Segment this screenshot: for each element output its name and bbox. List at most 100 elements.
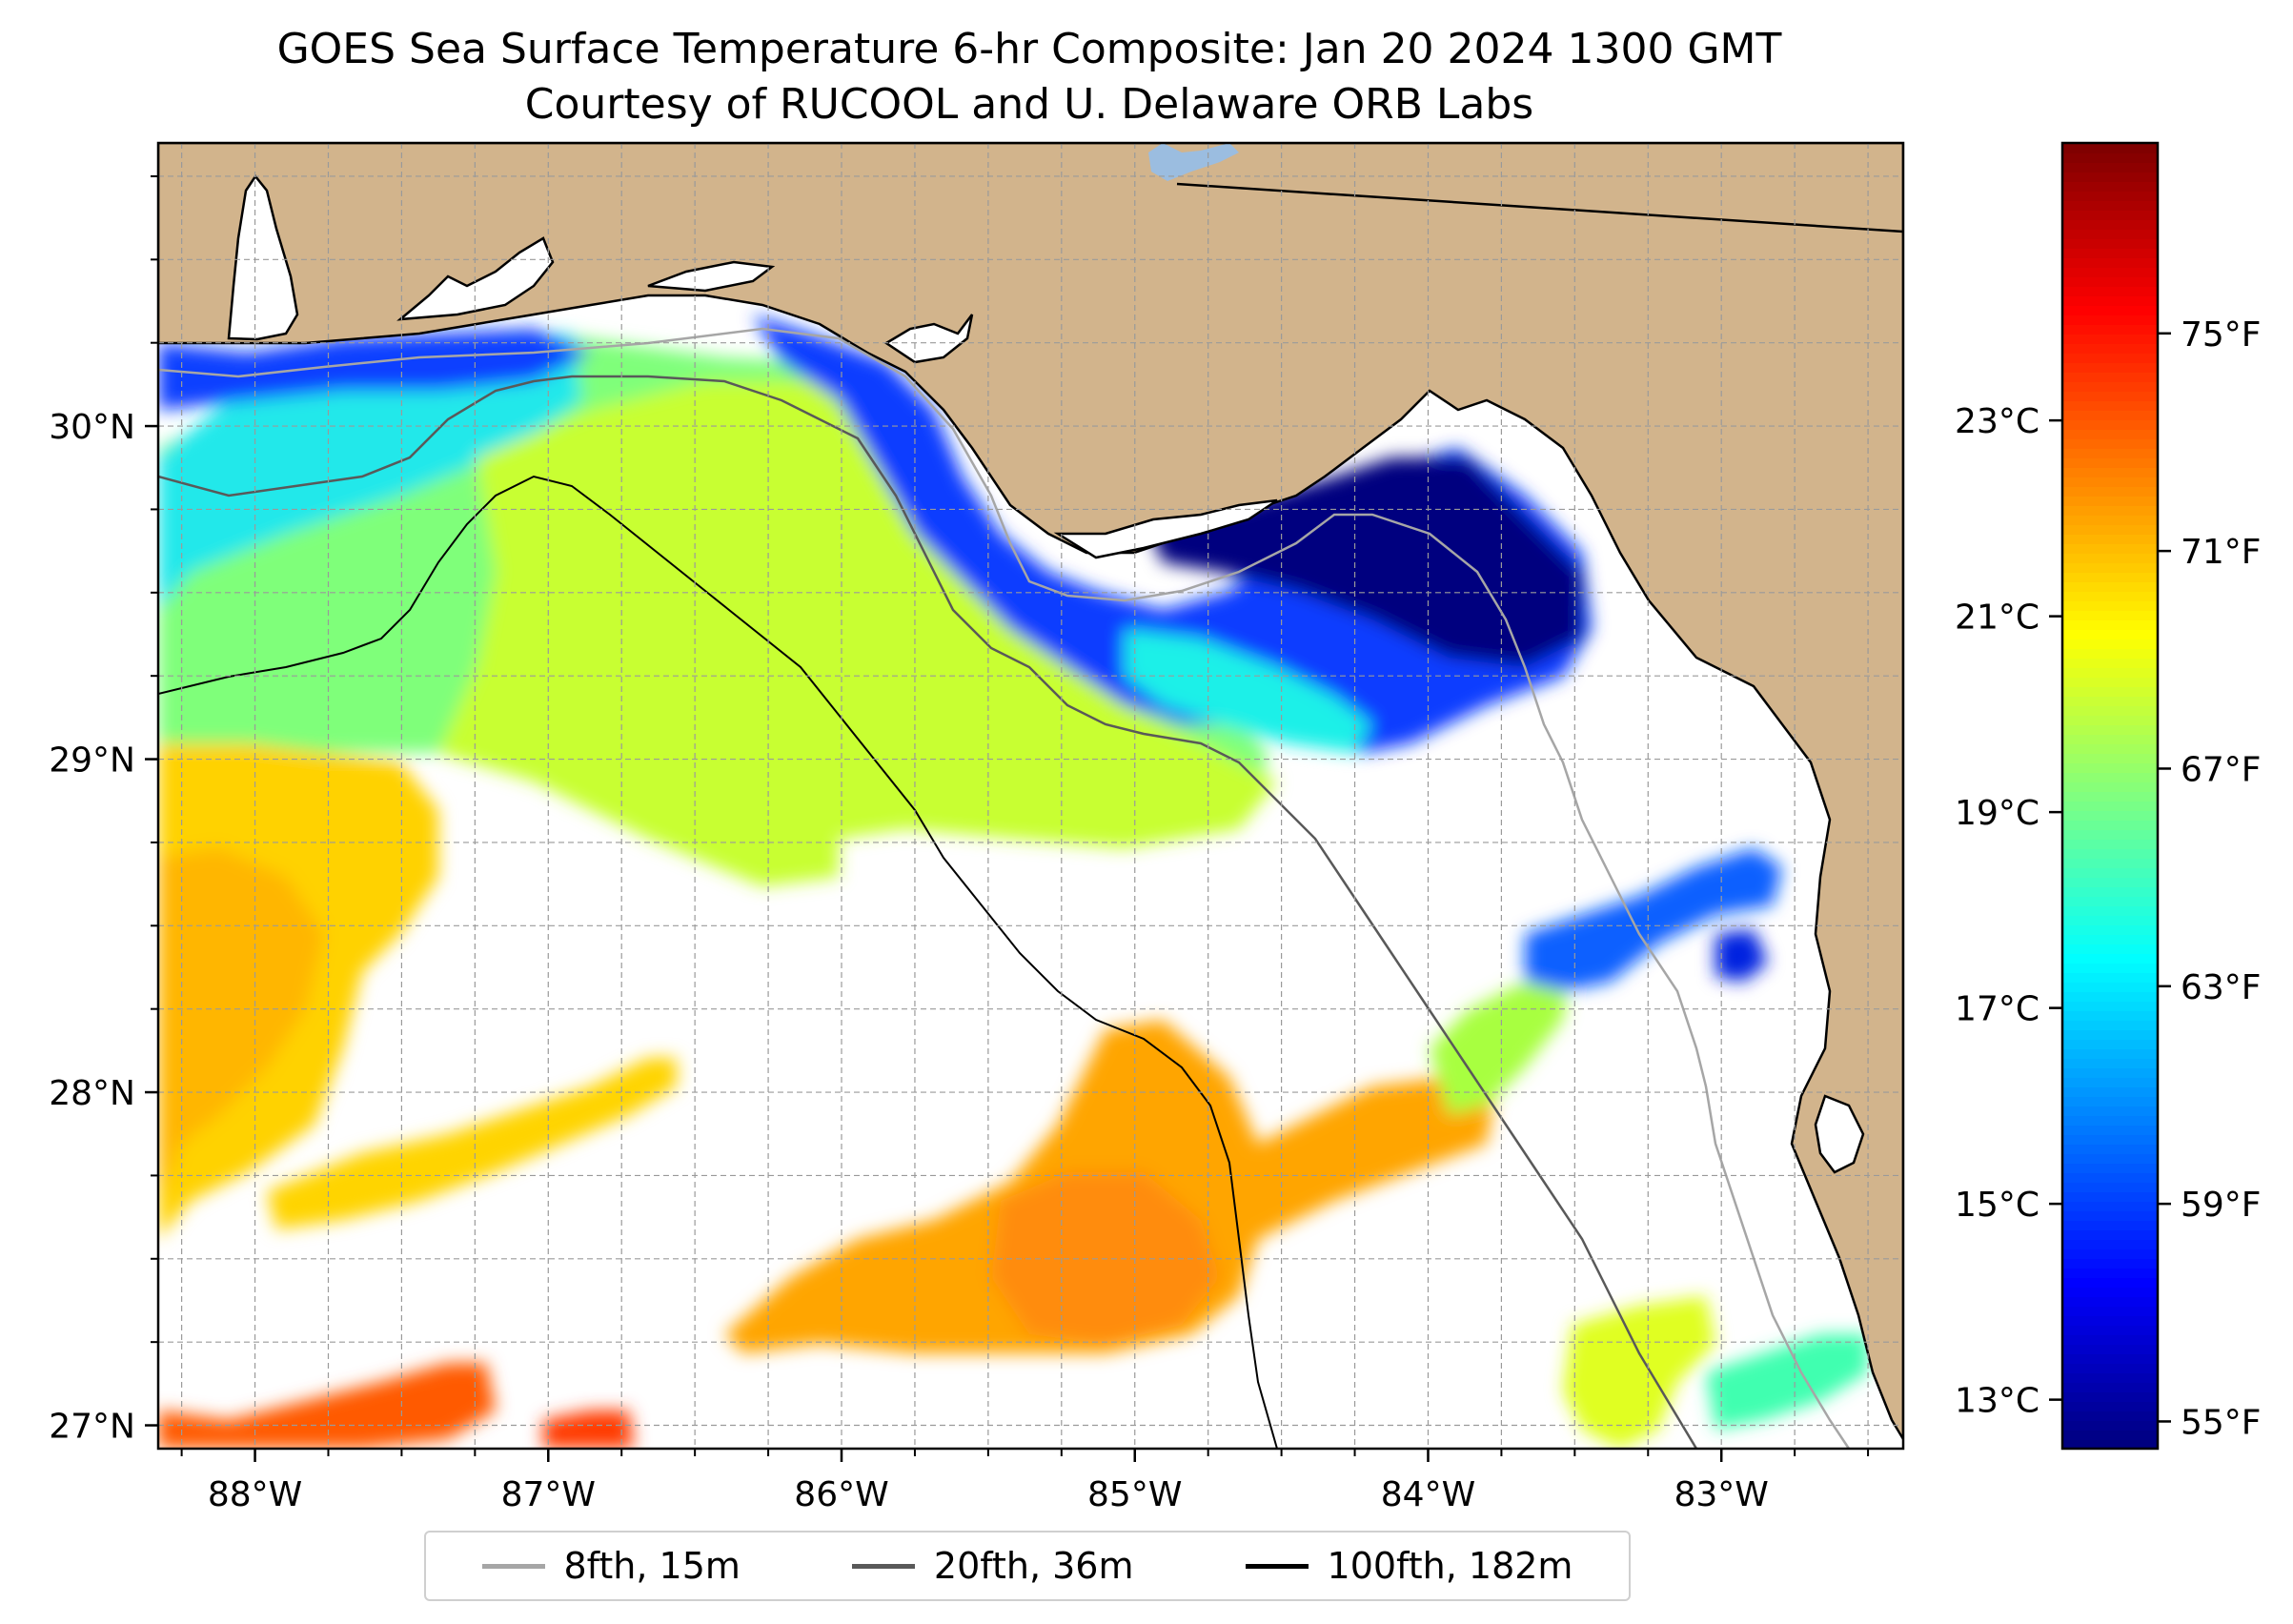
colorbar-segment [2062, 1115, 2158, 1126]
colorbar-segment [2062, 448, 2158, 458]
colorbar-f-label: 59°F [2181, 1186, 2262, 1225]
colorbar-segment [2062, 915, 2158, 925]
legend-entry: 20fth, 36m [851, 1545, 1134, 1587]
colorbar-segment [2062, 581, 2158, 592]
colorbar-segment [2062, 543, 2158, 554]
colorbar-segment [2062, 934, 2158, 944]
colorbar-segment [2062, 801, 2158, 811]
colorbar-segment [2062, 619, 2158, 630]
colorbar-segment [2062, 477, 2158, 487]
colorbar-segment [2062, 1401, 2158, 1411]
lake-seminole [1148, 143, 1239, 181]
colorbar-segment [2062, 1391, 2158, 1402]
colorbar-segment [2062, 1382, 2158, 1392]
colorbar-segment [2062, 591, 2158, 601]
colorbar-segment [2062, 324, 2158, 335]
colorbar-segment [2062, 1096, 2158, 1106]
colorbar-segment [2062, 1353, 2158, 1364]
colorbar-segment [2062, 1201, 2158, 1211]
colorbar-segment [2062, 1077, 2158, 1087]
sst-patch-streak-yellow [267, 1058, 677, 1229]
colorbar-segment [2062, 276, 2158, 287]
colorbar-c-label: 15°C [1955, 1186, 2039, 1225]
colorbar-segment [2062, 1363, 2158, 1373]
colorbar-segment [2062, 743, 2158, 754]
st-andrews-bay [883, 314, 974, 364]
colorbar-segment [2062, 1439, 2158, 1450]
colorbar-segment [2062, 1372, 2158, 1383]
isobath-8fth [158, 327, 1851, 1449]
legend-entry: 100fth, 182m [1245, 1545, 1573, 1587]
colorbar-segment [2062, 572, 2158, 582]
colorbar-segment [2062, 191, 2158, 201]
colorbar-segment [2062, 1144, 2158, 1154]
colorbar-segment [2062, 400, 2158, 411]
colorbar-segment [2062, 658, 2158, 668]
colorbar-segment [2062, 1277, 2158, 1288]
colorbar-segment [2062, 867, 2158, 878]
colorbar-segment [2062, 772, 2158, 782]
colorbar-f-label: 71°F [2181, 533, 2262, 572]
sst-patch-bottom-red2 [543, 1411, 634, 1449]
colorbar-segment [2062, 524, 2158, 535]
colorbar-segment [2062, 648, 2158, 659]
pensacola-bay [396, 236, 555, 321]
colorbar-segment [2062, 1334, 2158, 1345]
legend-line-swatch [851, 1563, 915, 1569]
colorbar-c-label: 21°C [1955, 599, 2039, 638]
isobath-100fth [158, 475, 1278, 1449]
colorbar-segment [2062, 505, 2158, 516]
legend-label: 20fth, 36m [933, 1545, 1134, 1587]
colorbar-segment [2062, 1029, 2158, 1040]
land-north-coast [158, 143, 1903, 1442]
colorbar-segment [2062, 1163, 2158, 1173]
colorbar-f-label: 55°F [2181, 1403, 2262, 1442]
sst-patch-se-blue [1525, 848, 1782, 991]
colorbar-segment [2062, 438, 2158, 449]
lon-tick-label: 85°W [1087, 1475, 1182, 1514]
map-frame [156, 141, 1905, 1451]
colorbar-segment [2062, 248, 2158, 258]
colorbar-segment [2062, 381, 2158, 392]
colorbar-segment [2062, 1106, 2158, 1116]
sst-patch-bottom-red [158, 1363, 496, 1449]
colorbar-segment [2062, 257, 2158, 268]
colorbar-segment [2062, 1306, 2158, 1316]
colorbar-c-label: 17°C [1955, 990, 2039, 1029]
lon-tick-label: 87°W [501, 1475, 596, 1514]
colorbar-segment [2062, 1086, 2158, 1097]
colorbar-segment [2062, 877, 2158, 887]
colorbar-segment [2062, 924, 2158, 935]
colorbar-segment [2062, 1411, 2158, 1421]
legend-label: 8fth, 15m [563, 1545, 741, 1587]
sst-patch-coastal-blue [158, 329, 591, 410]
colorbar-segment [2062, 1058, 2158, 1068]
colorbar-segment [2062, 295, 2158, 306]
colorbar-segment [2062, 496, 2158, 506]
colorbar-segment [2062, 1191, 2158, 1202]
sst-patch-south-darkorange [991, 1172, 1220, 1344]
sst-patch-se-yellow [1563, 1296, 1715, 1449]
colorbar-segment [2062, 1067, 2158, 1078]
colorbar-segment [2062, 1039, 2158, 1049]
isobath-legend: 8fth, 15m 20fth, 36m 100fth, 182m [424, 1531, 1631, 1601]
colorbar-segment [2062, 896, 2158, 906]
colorbar-segment [2062, 1239, 2158, 1249]
colorbar-segment [2062, 362, 2158, 373]
legend-line-swatch [481, 1563, 545, 1569]
colorbar-segment [2062, 629, 2158, 639]
colorbar-segment [2062, 829, 2158, 840]
colorbar-segment [2062, 553, 2158, 563]
colorbar-segment [2062, 1229, 2158, 1240]
colorbar-frame [2060, 141, 2160, 1451]
colorbar-segment [2062, 315, 2158, 325]
colorbar-segment [2062, 181, 2158, 192]
colorbar-segment [2062, 667, 2158, 678]
colorbar-segment [2062, 238, 2158, 249]
colorbar-segment [2062, 1268, 2158, 1278]
colorbar-segment [2062, 858, 2158, 868]
figure-title: GOES Sea Surface Temperature 6-hr Compos… [276, 25, 1782, 73]
colorbar-segment [2062, 905, 2158, 916]
colorbar-segment [2062, 353, 2158, 363]
